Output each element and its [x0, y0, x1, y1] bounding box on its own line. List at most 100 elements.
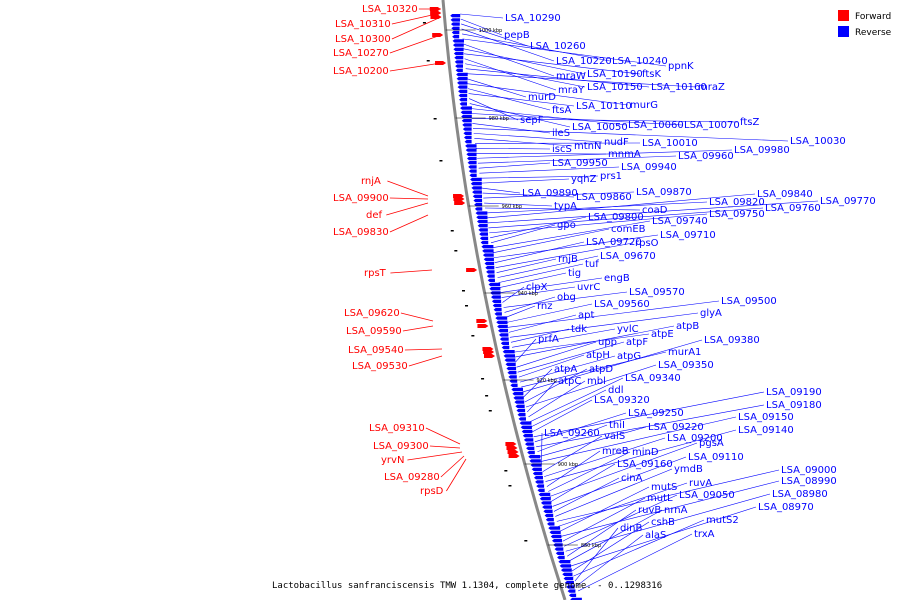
reverse-gene — [489, 287, 501, 291]
reverse-label-line — [504, 296, 556, 313]
reverse-gene — [498, 333, 509, 337]
scale-ticks: 1000 kbp 980 kbp 960 kbp 940 kbp 920 kbp 900 … — [445, 28, 601, 549]
reverse-gene-label: murA1 — [668, 347, 701, 358]
reverse-gene-label: LSA_09750 — [709, 209, 765, 220]
reverse-gene — [475, 211, 488, 215]
reverse-gene — [474, 207, 483, 211]
reverse-label-line — [482, 192, 575, 198]
reverse-gene-label: LSA_09860 — [576, 192, 632, 203]
reverse-gene — [511, 387, 523, 392]
reverse-label-line — [534, 412, 627, 443]
reverse-label-line — [559, 486, 650, 532]
reverse-gene-label: LSA_10050 — [572, 122, 628, 133]
reverse-gene — [548, 526, 561, 530]
reverse-gene-label: rnz — [537, 301, 553, 312]
reverse-label-line — [484, 202, 553, 207]
reverse-gene — [501, 345, 510, 350]
reverse-label-line — [573, 519, 705, 577]
reverse-label-line — [558, 482, 688, 527]
reverse-gene — [465, 148, 477, 152]
forward-gene-label: LSA_09300 — [373, 441, 429, 452]
reverse-gene — [500, 341, 510, 345]
reverse-gene — [471, 186, 482, 190]
reverse-gene-label: mreB — [602, 446, 629, 457]
reverse-gene-label: LSA_09350 — [658, 360, 714, 371]
reverse-gene-label: ftsK — [642, 69, 661, 80]
reverse-gene-label: LSA_09140 — [738, 425, 794, 436]
reverse-gene-label: LSA_09670 — [600, 251, 656, 262]
reverse-gene — [451, 30, 460, 35]
reverse-gene-label: atpE — [651, 329, 674, 340]
reverse-gene — [517, 413, 526, 417]
reverse-label-line — [506, 303, 593, 323]
reverse-gene-label: LSA_10290 — [505, 13, 561, 24]
reverse-gene-label: ftsZ — [740, 117, 759, 128]
reverse-gene-label: atpB — [676, 321, 699, 332]
reverse-gene — [455, 68, 463, 72]
reverse-label-line — [521, 351, 667, 388]
reverse-gene-label: apt — [578, 310, 594, 321]
reverse-label-line — [505, 305, 536, 318]
reverse-label-line — [509, 312, 699, 338]
reverse-label-lines — [460, 13, 819, 592]
reverse-gene-label: mtnN — [574, 141, 601, 152]
reverse-gene — [516, 408, 526, 413]
reverse-gene-label: glyA — [700, 308, 722, 319]
forward-label-line — [429, 445, 461, 449]
reverse-label-line — [470, 108, 627, 126]
reverse-gene-label: LSA_09320 — [594, 395, 650, 406]
reverse-gene — [477, 224, 488, 228]
reverse-gene-label: LSA_09980 — [734, 145, 790, 156]
reverse-gene-label: LSA_10260 — [530, 41, 586, 52]
reverse-gene — [562, 572, 573, 576]
reverse-gene-label: LSA_09220 — [648, 422, 704, 433]
track-mark — [508, 485, 512, 487]
reverse-gene — [461, 119, 472, 123]
reverse-label-line — [467, 83, 629, 106]
reverse-label-line — [490, 224, 556, 244]
reverse-gene — [493, 308, 502, 312]
reverse-gene-label: LSA_10160 — [651, 82, 707, 93]
reverse-label-line — [477, 155, 677, 164]
reverse-gene-label: LSA_09340 — [625, 373, 681, 384]
forward-gene-label: LSA_10200 — [333, 66, 389, 77]
reverse-gene — [503, 354, 516, 358]
forward-label-line — [389, 197, 429, 200]
reverse-gene — [487, 278, 495, 282]
reverse-gene-label: ppnK — [668, 61, 694, 72]
reverse-gene-label: LSA_09190 — [766, 387, 822, 398]
reverse-label-line — [480, 178, 570, 184]
reverse-gene-label: mutS2 — [706, 515, 739, 526]
track-mark — [485, 395, 489, 397]
reverse-gene — [508, 375, 517, 379]
reverse-gene-label: atpC — [558, 376, 581, 387]
reverse-gene — [467, 161, 477, 165]
reverse-label-line — [491, 220, 651, 249]
reverse-gene — [457, 81, 468, 85]
forward-gene — [454, 201, 466, 205]
reverse-gene-label: alaS — [645, 530, 666, 541]
forward-gene-label: LSA_10320 — [362, 4, 418, 15]
reverse-label-line — [544, 437, 666, 477]
reverse-gene-label: LSA_09770 — [820, 196, 876, 207]
reverse-gene — [536, 484, 545, 488]
reverse-label-line — [483, 191, 635, 199]
reverse-gene-label: uvrC — [577, 282, 600, 293]
reverse-gene-label: LSA_09180 — [766, 400, 822, 411]
reverse-gene-label: LSA_09050 — [679, 490, 735, 501]
reverse-gene — [462, 123, 472, 127]
reverse-gene-label: LSA_09890 — [522, 188, 578, 199]
reverse-gene-label: mraW — [556, 71, 586, 82]
reverse-label-line — [467, 88, 551, 111]
track-mark — [439, 160, 443, 162]
reverse-label-line — [510, 328, 570, 343]
reverse-label-line — [469, 103, 571, 128]
reverse-gene — [567, 589, 576, 593]
reverse-gene — [452, 43, 464, 47]
forward-label-line — [446, 458, 467, 492]
reverse-label-line — [463, 48, 586, 75]
reverse-gene-label: atpA — [554, 364, 577, 375]
reverse-label-line — [561, 480, 780, 537]
reverse-label-line — [571, 521, 650, 572]
